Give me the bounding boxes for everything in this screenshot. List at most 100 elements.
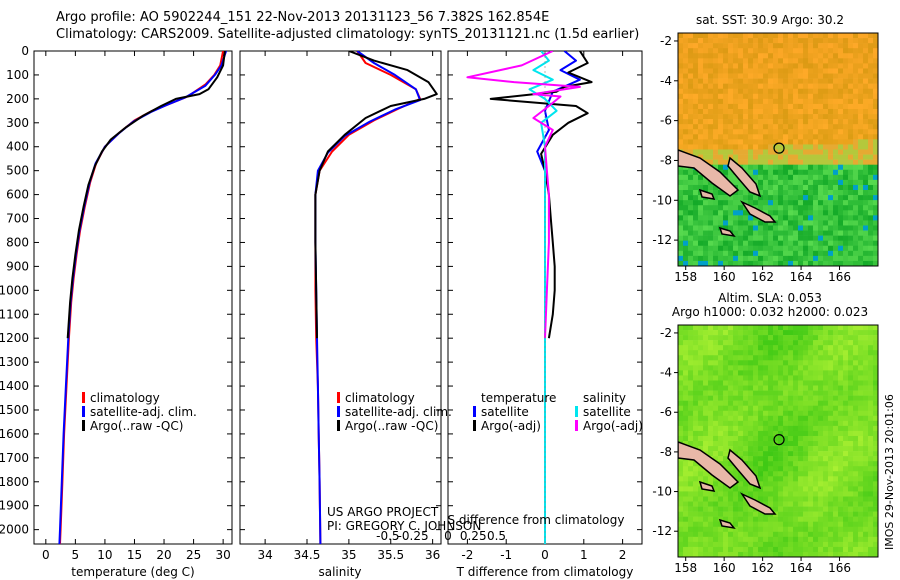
map-cell xyxy=(793,380,799,386)
map-cell xyxy=(678,385,684,391)
map-cell xyxy=(688,360,694,366)
temperature-xtick-label: 30 xyxy=(215,548,230,562)
map-cell xyxy=(793,63,799,69)
map-cell xyxy=(778,441,784,447)
map-cell xyxy=(758,164,764,171)
map-cell xyxy=(688,476,694,482)
map-cell xyxy=(683,144,689,150)
map-cell xyxy=(748,551,754,557)
map-cell xyxy=(773,461,779,467)
map-cell xyxy=(763,476,769,482)
map-cell xyxy=(713,330,719,336)
map-cell xyxy=(768,114,774,120)
map-cell xyxy=(868,240,874,247)
map-cell xyxy=(728,335,734,341)
salinity-xtick-label: 34 xyxy=(257,548,272,562)
map-cell xyxy=(683,355,689,361)
map-cell xyxy=(863,205,869,211)
map-cell xyxy=(778,476,784,482)
map-cell xyxy=(678,360,684,366)
map-cell xyxy=(703,124,709,130)
map-cell xyxy=(758,425,764,432)
map-xtick-label: 166 xyxy=(828,270,851,284)
map-cell xyxy=(738,420,744,427)
map-cell xyxy=(763,68,769,74)
map-cell xyxy=(753,220,759,226)
map-cell xyxy=(748,365,754,371)
map-cell xyxy=(793,48,799,54)
map-cell xyxy=(733,119,739,125)
map-cell xyxy=(723,375,729,381)
map-cell xyxy=(713,43,719,49)
map-cell xyxy=(698,360,704,366)
map-cell xyxy=(823,471,829,477)
map-cell xyxy=(703,129,709,135)
map-cell xyxy=(858,250,864,257)
map-cell xyxy=(743,48,749,54)
map-cell xyxy=(698,541,704,548)
map-cell xyxy=(778,345,784,351)
map-cell xyxy=(698,491,704,497)
map-cell xyxy=(808,395,814,401)
map-cell xyxy=(703,441,709,447)
map-cell xyxy=(703,220,709,226)
map-cell xyxy=(848,139,854,145)
map-cell xyxy=(858,446,864,452)
map-cell xyxy=(853,430,859,437)
land-island xyxy=(727,448,762,490)
map-cell xyxy=(718,521,724,528)
map-cell xyxy=(858,235,864,241)
map-cell xyxy=(728,215,734,221)
map-cell xyxy=(758,240,764,247)
map-cell xyxy=(863,385,869,391)
map-cell xyxy=(853,425,859,432)
map-cell xyxy=(843,330,849,336)
map-cell xyxy=(843,255,849,262)
map-cell xyxy=(743,154,749,160)
map-cell xyxy=(833,456,839,462)
map-cell xyxy=(873,200,878,206)
map-cell xyxy=(688,68,694,74)
map-cell xyxy=(693,380,699,386)
map-cell xyxy=(818,360,824,366)
map-cell xyxy=(688,108,694,115)
map-cell xyxy=(748,215,754,221)
map-cell xyxy=(803,340,809,346)
map-cell xyxy=(863,119,869,125)
map-cell xyxy=(818,190,824,196)
map-cell xyxy=(698,476,704,482)
map-cell xyxy=(698,446,704,452)
map-cell xyxy=(793,325,799,331)
map-cell xyxy=(733,405,739,412)
map-cell xyxy=(773,476,779,482)
map-cell xyxy=(678,88,684,95)
map-cell xyxy=(753,365,759,371)
map-ytick-label: -2 xyxy=(660,34,672,48)
map-cell xyxy=(708,53,714,59)
map-cell xyxy=(738,546,744,553)
map-cell xyxy=(723,250,729,257)
map-cell xyxy=(833,215,839,221)
project-credit-line-1: US ARGO PROJECT xyxy=(327,505,439,519)
map-cell xyxy=(693,430,699,437)
map-cell xyxy=(828,98,834,105)
map-cell xyxy=(713,430,719,437)
map-cell xyxy=(678,205,684,211)
map-cell xyxy=(728,446,734,452)
map-cell xyxy=(778,405,784,412)
map-cell xyxy=(758,154,764,160)
map-cell xyxy=(808,134,814,140)
map-cell xyxy=(813,83,819,90)
map-cell xyxy=(798,103,804,110)
map-cell xyxy=(738,410,744,417)
map-cell xyxy=(818,516,824,522)
map-cell xyxy=(858,215,864,221)
map-cell xyxy=(853,441,859,447)
map-cell xyxy=(748,461,754,467)
map-cell xyxy=(748,93,754,100)
map-cell xyxy=(823,68,829,74)
map-cell xyxy=(683,541,689,548)
map-cell xyxy=(853,164,859,171)
map-cell xyxy=(858,260,864,266)
map-cell xyxy=(873,425,878,432)
